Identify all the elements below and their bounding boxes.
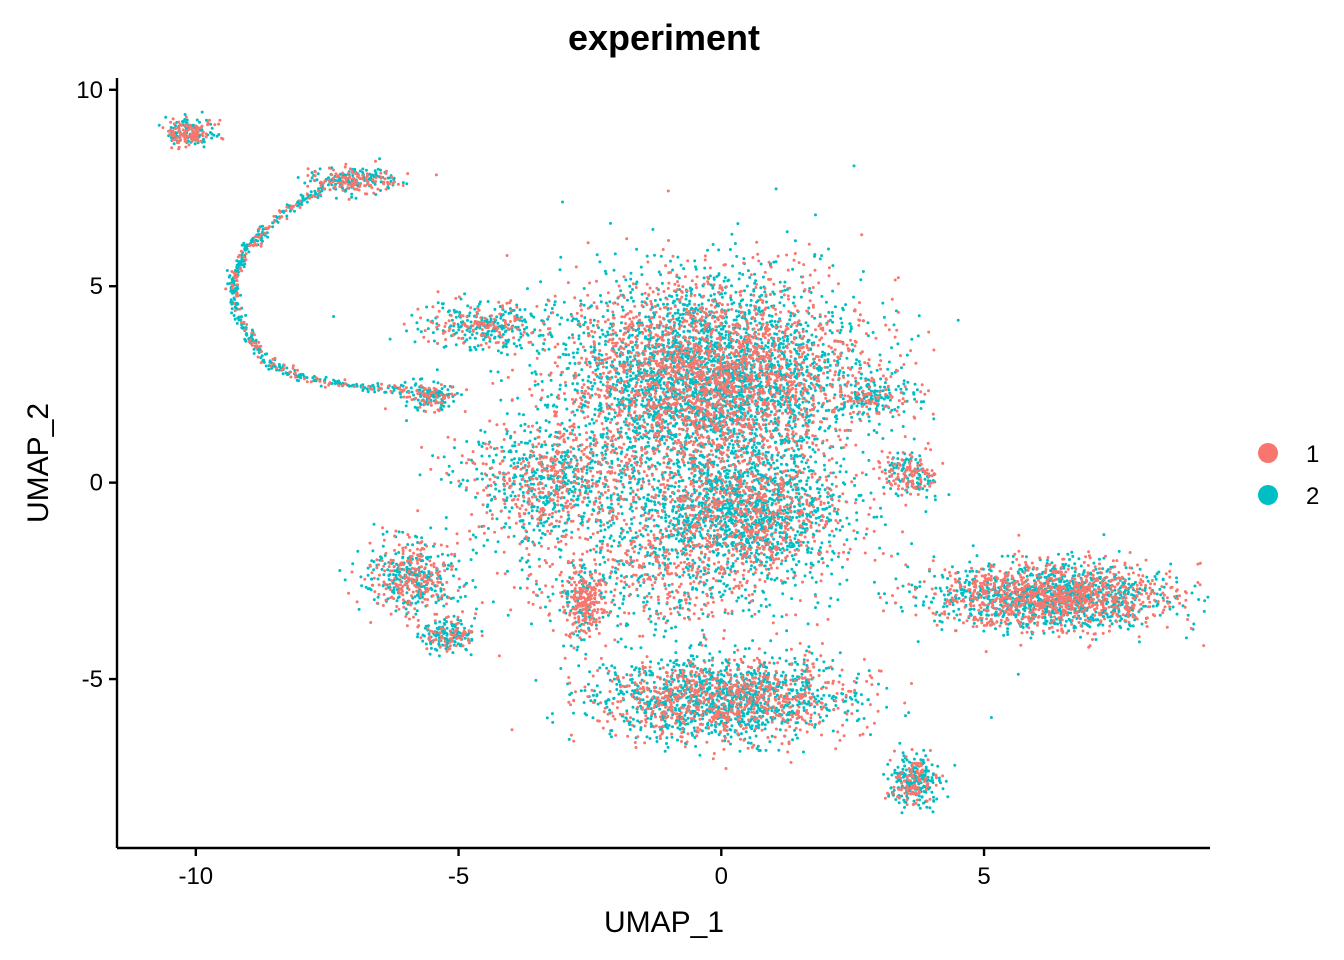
x-tick-label: 5 <box>977 863 990 890</box>
y-tick-label: 0 <box>90 470 103 497</box>
y-tick-label: 10 <box>76 77 103 104</box>
x-tick-label: -10 <box>178 863 213 890</box>
legend-label-2: 2 <box>1306 483 1319 510</box>
series-1-points <box>161 115 1206 807</box>
y-axis-title: UMAP_2 <box>22 403 55 523</box>
y-tick-label: -5 <box>82 666 103 693</box>
x-tick-label: -5 <box>448 863 469 890</box>
legend-marker-1 <box>1258 443 1278 463</box>
legend-label-1: 1 <box>1306 441 1319 468</box>
ticks-layer: -10 -5 0 5 -5 0 5 10 <box>76 77 990 890</box>
x-axis-title: UMAP_1 <box>604 906 724 939</box>
legend: 12 <box>1258 441 1319 510</box>
x-tick-label: 0 <box>715 863 728 890</box>
chart-title: experiment <box>568 17 760 58</box>
y-tick-label: 5 <box>90 273 103 300</box>
legend-marker-2 <box>1258 485 1278 505</box>
axes-layer <box>115 78 1210 850</box>
points-layer <box>157 110 1210 815</box>
